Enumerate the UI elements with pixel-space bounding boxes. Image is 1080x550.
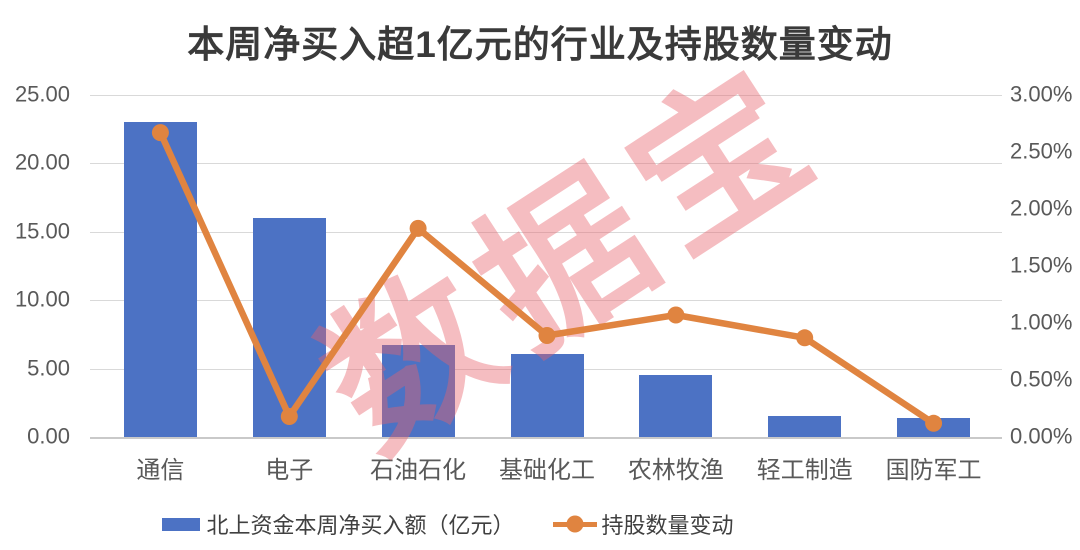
left-axis-tick: 0.00	[27, 423, 70, 449]
x-axis-label: 通信	[136, 457, 185, 484]
plot-area: 数据宝	[90, 30, 1002, 484]
gridline	[90, 231, 1002, 233]
x-axis-label: 电子	[265, 457, 314, 484]
right-axis-tick: 1.00%	[1010, 309, 1073, 335]
line-path	[157, 129, 937, 427]
x-axis-label: 轻工制造	[756, 457, 853, 484]
right-axis-tick: 0.50%	[1010, 366, 1073, 392]
data-point-通信	[151, 124, 169, 142]
x-axis-label: 农林牧渔	[627, 457, 724, 484]
data-point-石油石化	[409, 219, 427, 237]
data-point-轻工制造	[796, 329, 814, 347]
data-point-电子	[280, 408, 298, 425]
line-series	[151, 124, 943, 432]
x-axis-label: 基础化工	[499, 457, 595, 484]
data-point-国防军工	[925, 414, 943, 432]
legend-bar-swatch-icon	[162, 517, 201, 531]
right-axis-tick: 0.00%	[1010, 423, 1073, 449]
legend: 北上资金本周净买入额（亿元） 持股数量变动	[0, 508, 988, 540]
bar-石油石化	[381, 345, 455, 437]
right-axis-tick: 2.00%	[1010, 195, 1073, 221]
left-axis-tick: 20.00	[14, 149, 70, 175]
x-axis-label: 石油石化	[370, 457, 467, 484]
bar-农林牧渔	[639, 375, 713, 437]
gridline	[90, 95, 1002, 96]
gridline	[90, 163, 1002, 165]
legend-line-dot-icon	[566, 515, 583, 533]
legend-bar-label: 北上资金本周净买入额（亿元）	[206, 513, 515, 538]
legend-line-label: 持股数量变动	[601, 513, 734, 538]
bar-基础化工	[510, 353, 584, 437]
right-axis-tick: 3.00%	[1010, 81, 1073, 107]
left-axis-tick: 10.00	[14, 286, 70, 312]
chart-title: 本周净买入超1亿元的行业及持股数量变动	[187, 24, 893, 65]
left-axis-tick: 25.00	[14, 81, 70, 107]
left-axis-tick: 15.00	[14, 218, 70, 244]
legend-line-swatch-icon	[552, 515, 597, 533]
data-point-农林牧渔	[667, 306, 685, 324]
right-axis-tick: 2.50%	[1010, 138, 1073, 164]
bar-通信	[123, 122, 197, 437]
left-axis-tick: 5.00	[27, 355, 70, 381]
right-axis-tick: 1.50%	[1010, 252, 1073, 278]
data-point-基础化工	[538, 327, 556, 344]
x-axis-label: 国防军工	[885, 457, 982, 484]
bar-轻工制造	[768, 416, 842, 437]
gridline	[90, 300, 1002, 302]
bar-电子	[252, 218, 326, 437]
x-axis-line	[90, 437, 1002, 439]
